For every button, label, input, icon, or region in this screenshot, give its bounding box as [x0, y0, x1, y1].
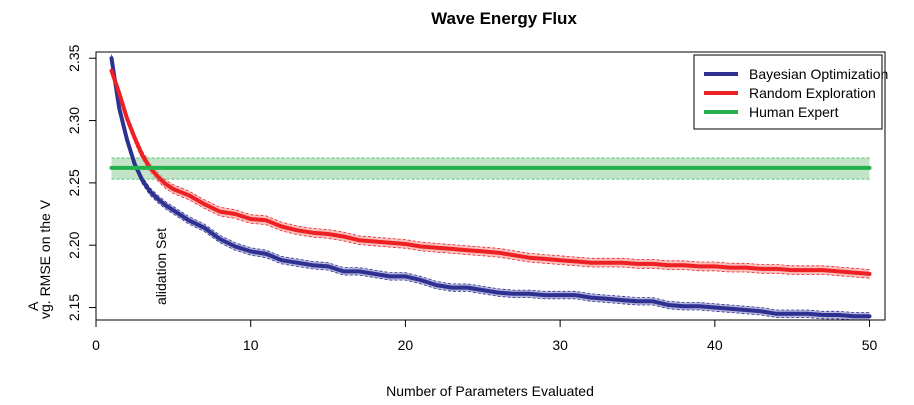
y-tick-label: 2.35: [66, 44, 82, 71]
y-tick-label: 2.15: [66, 294, 82, 321]
x-tick-label: 50: [862, 337, 878, 353]
series-lines: [109, 56, 872, 319]
random-exploration-band-upper: [111, 66, 870, 270]
bayesian-optimization-band-lower: [111, 61, 870, 321]
plot-area: [109, 54, 872, 321]
x-tick-label: 0: [92, 337, 100, 353]
random-exploration-band-lower: [111, 74, 870, 279]
x-axis-label: Number of Parameters Evaluated: [386, 383, 594, 399]
y-axis-label-part-1: A: [25, 301, 41, 311]
chart-title: Wave Energy Flux: [431, 9, 577, 28]
legend: Bayesian Optimization Random Exploration H…: [693, 54, 888, 130]
bayesian-optimization-band-upper: [111, 54, 870, 313]
y-axis: 2.15 2.20 2.25 2.30 2.35: [66, 44, 96, 321]
legend-label-human-expert: Human Expert: [749, 104, 839, 120]
legend-label-random-exploration: Random Exploration: [749, 85, 876, 101]
x-tick-label: 40: [707, 337, 723, 353]
x-axis: 0 10 20 30 40 50: [92, 320, 878, 353]
x-tick-label: 10: [243, 337, 259, 353]
plot-frame: [95, 51, 886, 321]
y-axis-label-part-3: alidation Set: [153, 228, 169, 305]
y-axis-label-part-2: vg. RMSE on the V: [37, 199, 53, 319]
y-tick-label: 2.25: [66, 169, 82, 196]
y-tick-label: 2.30: [66, 107, 82, 134]
random-exploration-line: [109, 68, 872, 276]
x-tick-label: 20: [398, 337, 414, 353]
bayesian-optimization-line: [109, 56, 872, 319]
y-tick-label: 2.20: [66, 231, 82, 258]
legend-label-bayesian-optimization: Bayesian Optimization: [749, 66, 888, 82]
x-tick-label: 30: [552, 337, 568, 353]
